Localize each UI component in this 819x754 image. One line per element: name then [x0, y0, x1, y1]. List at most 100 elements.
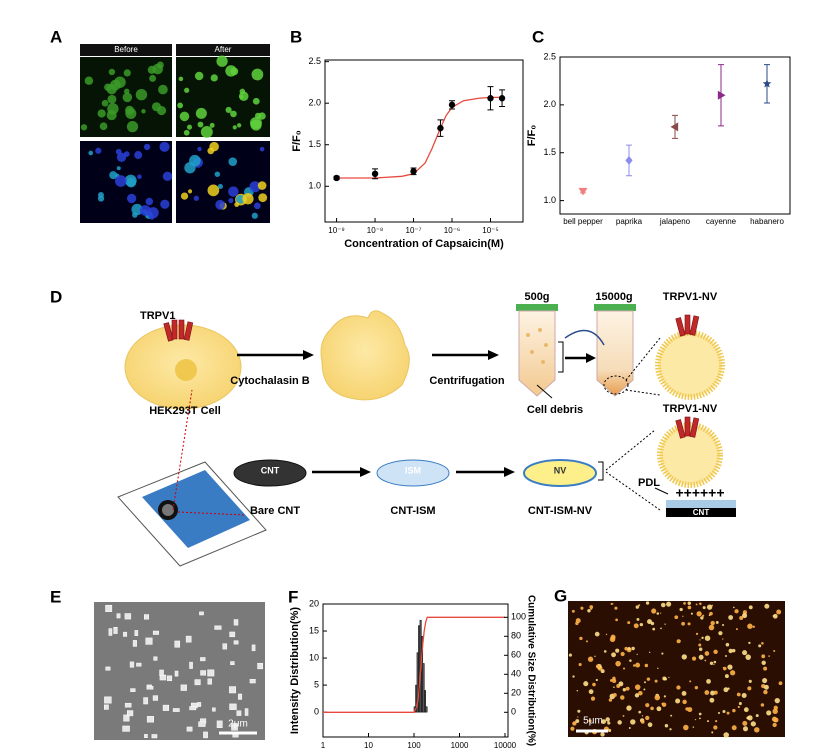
particle	[174, 640, 181, 648]
particle	[704, 659, 707, 662]
particle	[207, 678, 212, 685]
particle	[679, 607, 683, 612]
particle	[722, 666, 727, 671]
particle	[143, 697, 149, 705]
particle	[646, 677, 651, 681]
particle	[704, 635, 711, 641]
y-tick-label: 2.0	[308, 98, 321, 108]
disc-label: ISM	[405, 465, 421, 475]
particle	[172, 708, 180, 712]
cell-spot	[186, 124, 193, 130]
particle	[656, 706, 662, 712]
cell-spot	[197, 146, 202, 152]
particle	[144, 734, 148, 738]
cell-spot	[149, 214, 155, 220]
y-tick-label: 20	[309, 598, 319, 608]
y-tick-label: 2.0	[543, 99, 556, 109]
particles	[568, 601, 783, 738]
y-tick-label: 1.5	[543, 147, 556, 157]
particle	[108, 628, 113, 636]
particle	[666, 601, 672, 607]
particle	[723, 687, 729, 693]
particle	[631, 646, 635, 651]
particle	[713, 690, 718, 695]
particle	[721, 623, 725, 627]
plot-frame	[559, 56, 791, 215]
particle	[573, 721, 576, 725]
particle	[698, 643, 702, 647]
particle	[629, 659, 632, 662]
particle	[632, 664, 636, 667]
image-header: After	[215, 45, 232, 54]
particle	[699, 717, 701, 720]
cell-spot	[152, 63, 163, 75]
cell-spot	[123, 69, 131, 77]
y-tick-label: 0	[314, 707, 319, 717]
particle	[575, 618, 581, 624]
y-axis-label: F/F₀	[526, 125, 538, 146]
particle	[776, 609, 782, 615]
tube	[518, 310, 556, 397]
cnt-layer	[666, 508, 736, 517]
scale-label: 2μm	[228, 719, 248, 730]
particle	[199, 611, 204, 616]
particle	[704, 690, 710, 695]
cell-spot	[137, 174, 142, 180]
particle	[681, 654, 687, 660]
particle	[630, 719, 636, 725]
panel-label: E	[50, 587, 61, 606]
disc	[376, 459, 450, 487]
particle	[742, 720, 748, 726]
panel-label: F	[288, 587, 298, 606]
x-tick-label: 1000	[451, 741, 469, 750]
pellet-circle	[603, 375, 629, 395]
particle	[233, 619, 239, 626]
cell-spot	[258, 193, 268, 203]
particle	[624, 646, 628, 651]
particle	[742, 726, 749, 732]
nucleus	[175, 359, 197, 381]
cell-spot	[249, 181, 261, 193]
particle	[761, 641, 764, 645]
particle	[763, 666, 768, 671]
particle	[732, 708, 736, 713]
particle	[233, 640, 239, 645]
y-tick-label: 1.0	[543, 195, 556, 205]
cell-spot	[125, 107, 137, 120]
particle	[747, 686, 752, 691]
y2-tick-label: 0	[511, 707, 516, 717]
particle	[664, 623, 666, 625]
particle	[708, 614, 711, 617]
particle	[737, 705, 740, 709]
cell-spot	[230, 110, 237, 118]
particle	[203, 731, 208, 739]
cell-spot	[149, 74, 157, 82]
cell-spot	[158, 84, 168, 95]
cell-spot	[257, 181, 267, 190]
cell-spot	[159, 141, 170, 152]
cell-spot	[216, 55, 228, 67]
particle	[708, 624, 715, 631]
cell-spot	[141, 109, 146, 114]
particle	[664, 723, 669, 728]
bracket	[598, 461, 604, 481]
cell-spot	[228, 198, 234, 204]
diagram-label: TRPV1-NV	[663, 403, 718, 415]
point	[487, 95, 494, 102]
particle	[761, 654, 766, 659]
y-tick-label: 1.5	[308, 139, 321, 149]
particle	[583, 681, 589, 687]
cell-spot	[209, 141, 219, 152]
particle	[647, 722, 653, 728]
cell-spot	[106, 84, 117, 95]
particle	[611, 652, 616, 658]
particle	[736, 692, 741, 697]
particle	[579, 636, 583, 641]
particle	[159, 669, 164, 677]
cell-spot	[225, 106, 232, 113]
x-tick-label: 10000	[494, 741, 517, 750]
particle	[695, 603, 698, 606]
y2-tick-label: 60	[511, 650, 521, 660]
particle	[576, 689, 579, 692]
